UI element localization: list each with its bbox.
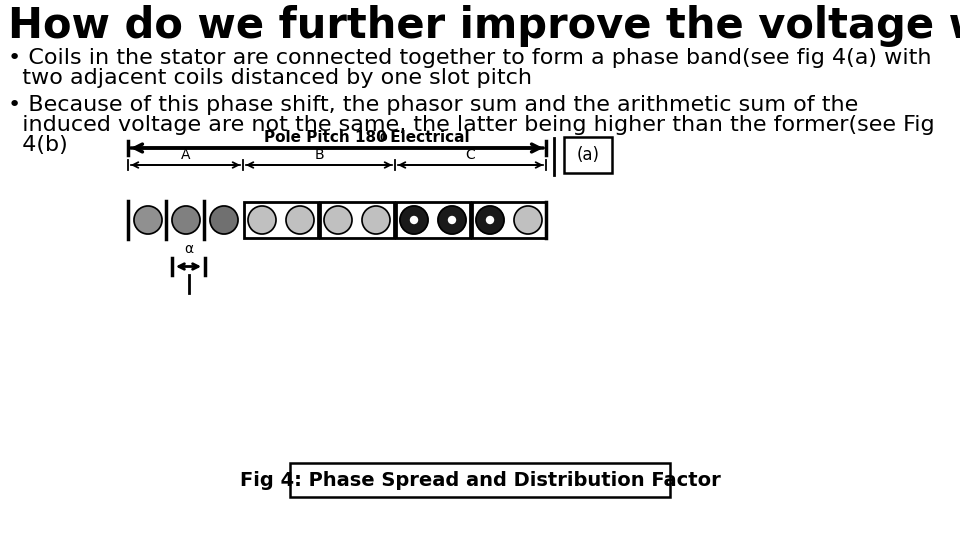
Circle shape [411,217,418,224]
Bar [244,202,318,238]
Circle shape [248,206,276,234]
Bar [564,137,612,173]
Circle shape [172,206,200,234]
Text: A: A [180,148,190,162]
Text: B: B [314,148,324,162]
Circle shape [362,206,390,234]
Text: Pole Pitch 180: Pole Pitch 180 [264,130,386,145]
Text: α: α [184,242,193,256]
Text: C: C [466,148,475,162]
Text: Fig 4: Phase Spread and Distribution Factor: Fig 4: Phase Spread and Distribution Fac… [240,470,720,489]
Circle shape [134,206,162,234]
Text: How do we further improve the voltage waveform: How do we further improve the voltage wa… [8,5,960,47]
Circle shape [514,206,542,234]
Circle shape [487,217,493,224]
Circle shape [286,206,314,234]
Circle shape [448,217,455,224]
Text: • Because of this phase shift, the phasor sum and the arithmetic sum of the: • Because of this phase shift, the phaso… [8,95,858,115]
Text: 4(b): 4(b) [8,135,68,155]
Circle shape [476,206,504,234]
Circle shape [210,206,238,234]
Bar [290,463,670,497]
Text: (a): (a) [577,146,599,164]
Bar [472,202,546,238]
Bar [396,202,470,238]
Circle shape [324,206,352,234]
Circle shape [438,206,466,234]
Text: two adjacent coils distanced by one slot pitch: two adjacent coils distanced by one slot… [8,68,532,88]
Text: 0: 0 [379,133,387,143]
Bar [320,202,394,238]
Text: induced voltage are not the same, the latter being higher than the former(see Fi: induced voltage are not the same, the la… [8,115,935,135]
Circle shape [400,206,428,234]
Text: Electrical: Electrical [385,130,469,145]
Text: • Coils in the stator are connected together to form a phase band(see fig 4(a) w: • Coils in the stator are connected toge… [8,48,931,68]
